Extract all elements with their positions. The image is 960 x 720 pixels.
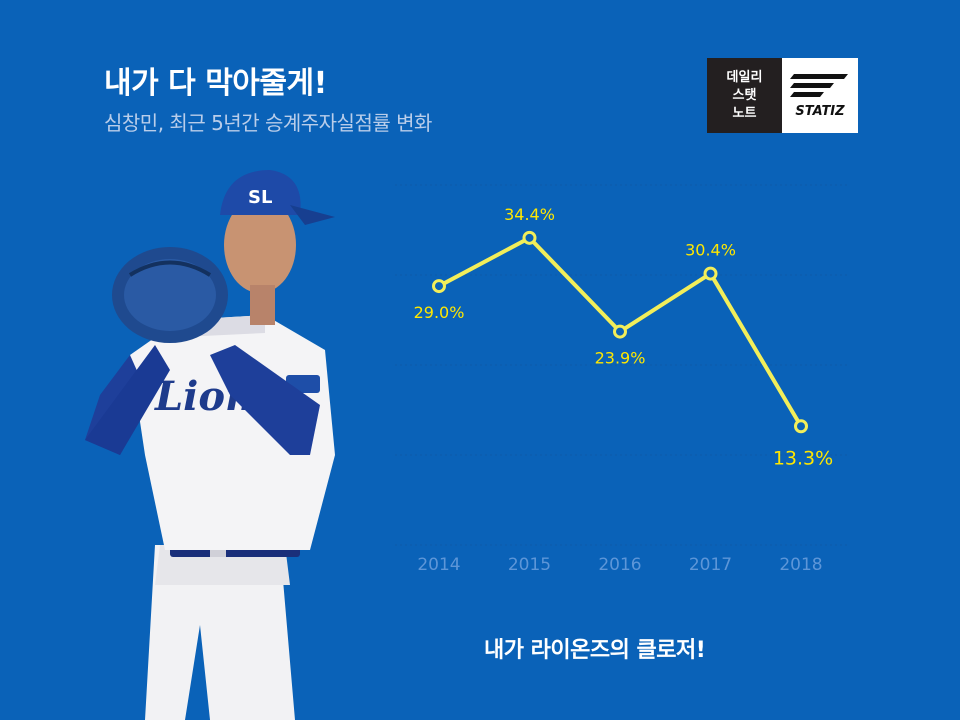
- data-label: 30.4%: [685, 241, 736, 260]
- logo-line-2: 스탯: [732, 87, 757, 103]
- footer-caption: 내가 라이온즈의 클로저!: [484, 638, 706, 663]
- x-tick-label: 2015: [508, 555, 551, 575]
- data-point: [703, 266, 718, 281]
- page-title: 내가 다 막아줄게!: [104, 66, 327, 101]
- data-label: 34.4%: [504, 205, 555, 224]
- daily-stat-note-badge: 데일리 스탯 노트: [707, 58, 782, 133]
- statiz-stripes-icon: [790, 74, 848, 97]
- statiz-logo: 데일리 스탯 노트 STATIZ: [707, 58, 858, 133]
- data-point: [613, 324, 627, 339]
- x-tick-label: 2016: [598, 555, 641, 575]
- logo-line-3: 노트: [732, 105, 757, 121]
- data-label: 23.9%: [595, 349, 646, 368]
- x-tick-label: 2017: [689, 555, 732, 575]
- x-tick-label: 2018: [779, 555, 822, 575]
- data-label: 29.0%: [414, 303, 465, 322]
- data-point: [522, 230, 537, 245]
- x-axis-ticks: 2014 2015 2016 2017 2018: [417, 555, 822, 575]
- chart-grid: [395, 184, 848, 546]
- data-labels: 29.0% 34.4% 23.9% 30.4% 13.3%: [414, 205, 834, 469]
- data-label: 13.3%: [773, 447, 833, 469]
- data-point: [432, 279, 446, 294]
- logo-line-1: 데일리: [726, 69, 763, 85]
- pitcher-photo: Lions SL: [85, 170, 335, 720]
- statiz-word: STATIZ: [795, 104, 845, 119]
- page-subtitle: 심창민, 최근 5년간 승계주자실점률 변화: [104, 111, 432, 135]
- statiz-wordmark: STATIZ: [782, 58, 858, 133]
- data-point: [794, 419, 808, 434]
- x-tick-label: 2014: [417, 555, 460, 575]
- data-points: [432, 230, 808, 434]
- svg-text:SL: SL: [248, 187, 272, 208]
